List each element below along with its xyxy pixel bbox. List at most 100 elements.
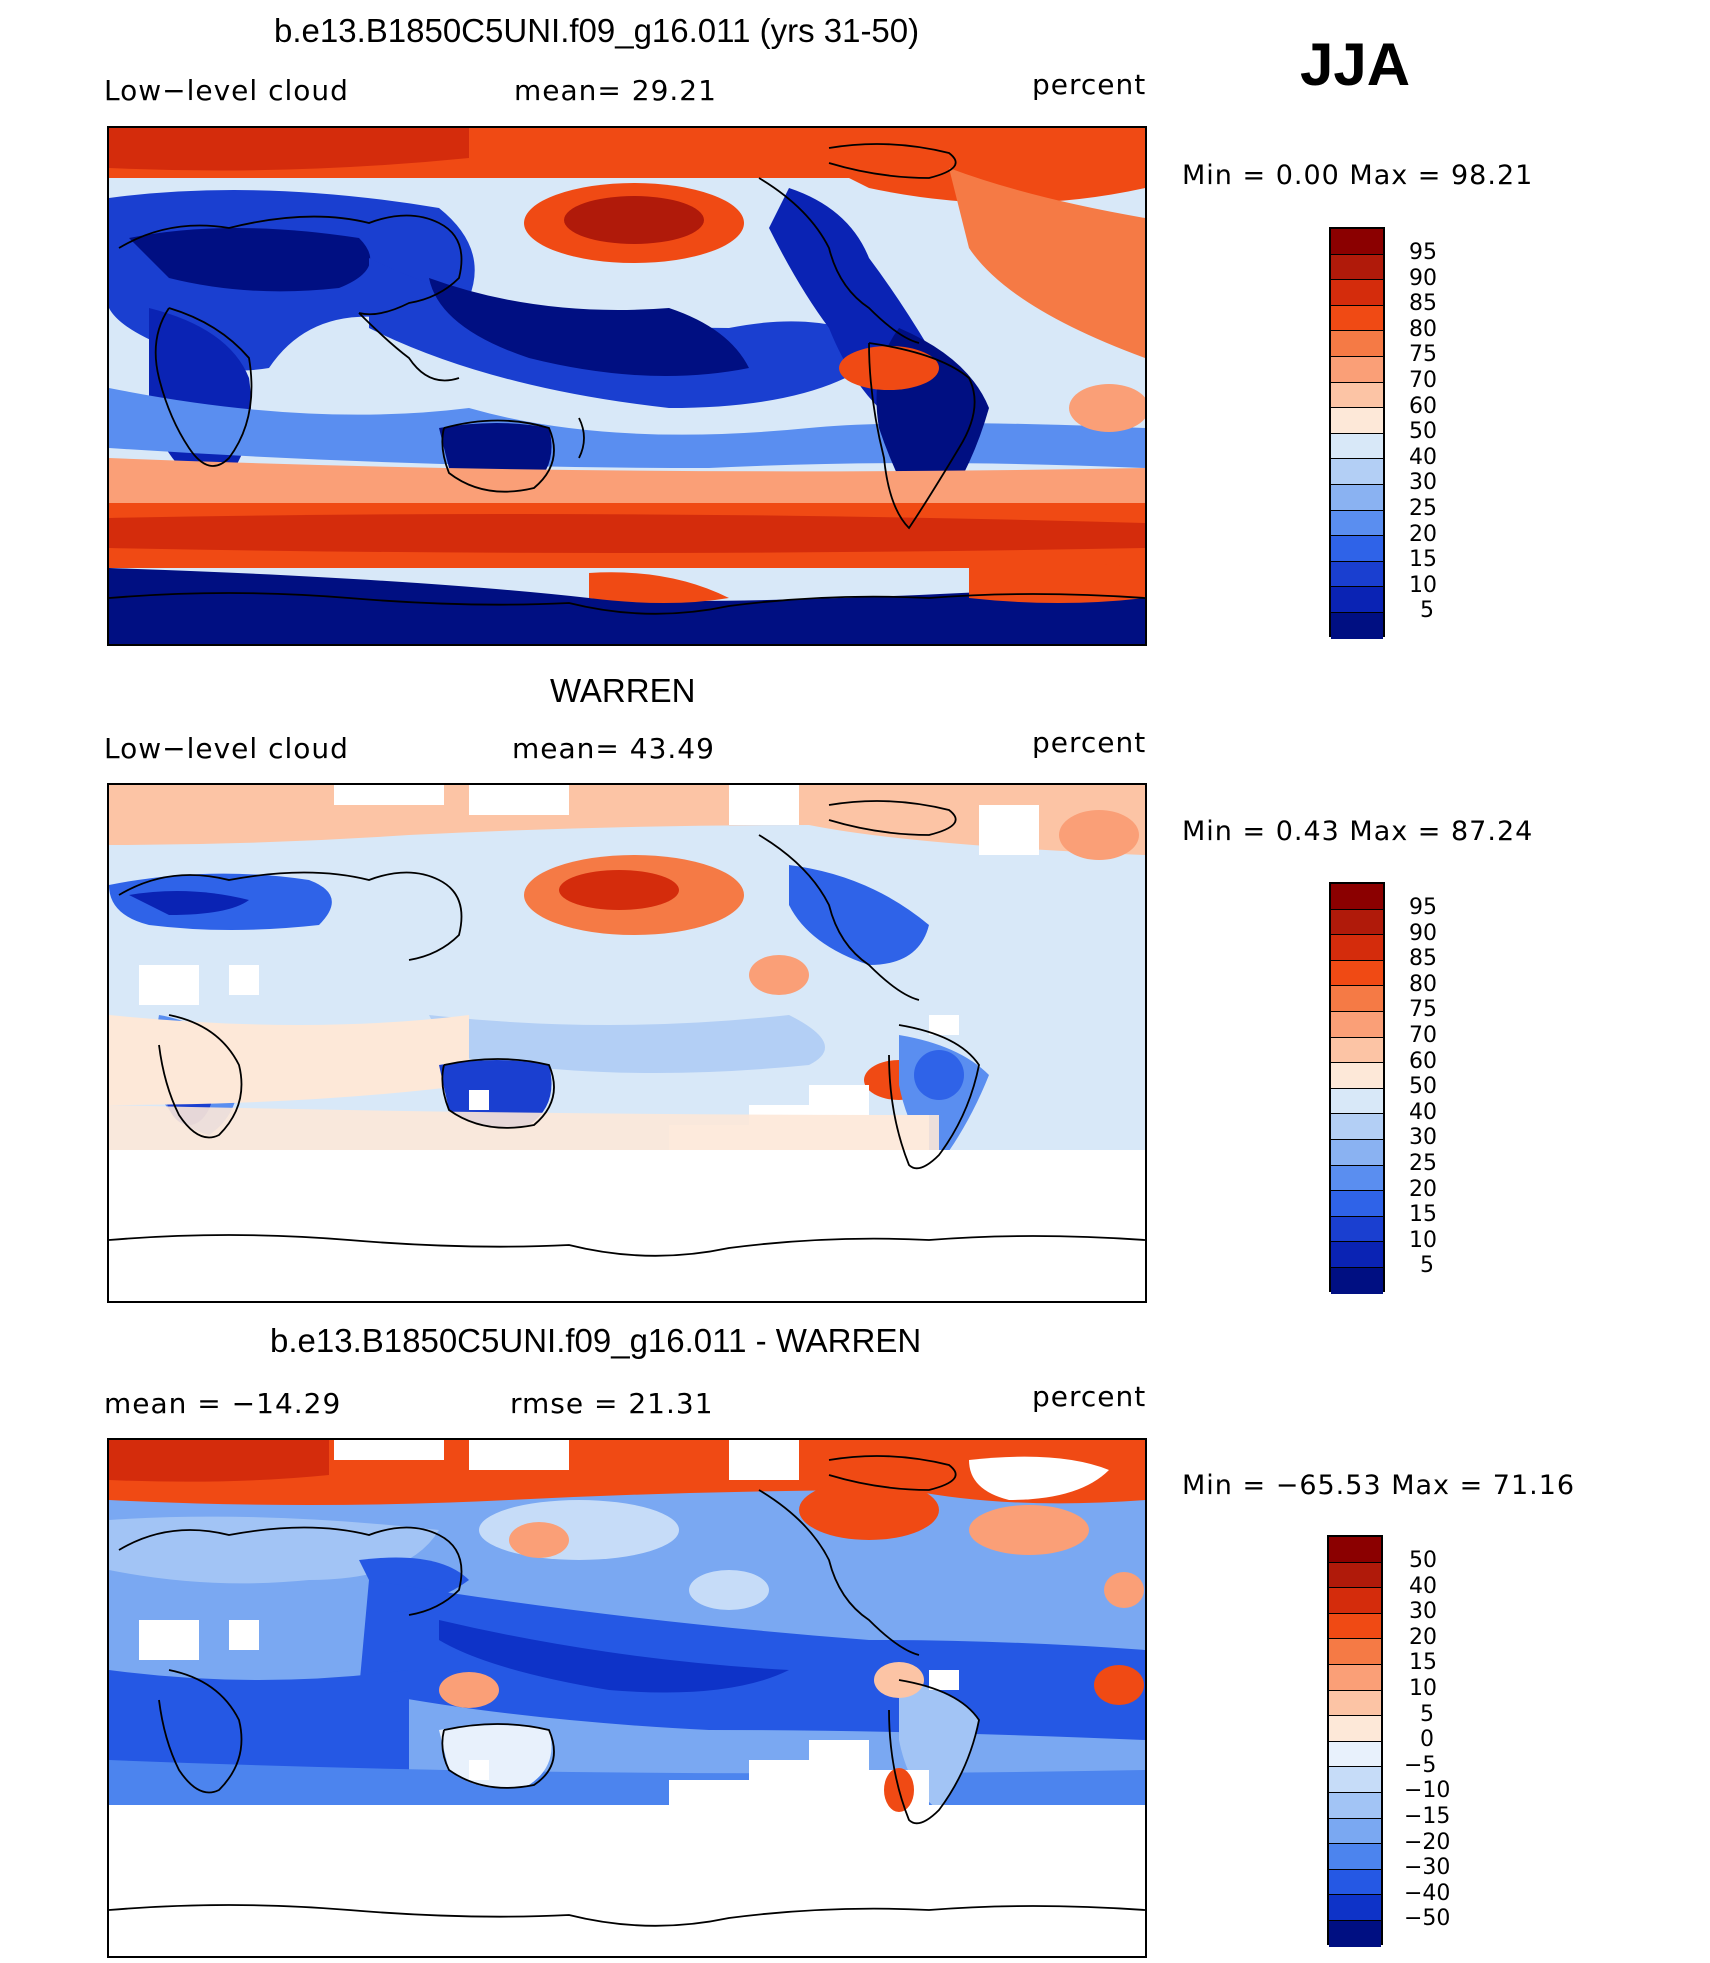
panel1-mean-label: mean= 29.21 xyxy=(514,74,717,107)
colorbar-tick-label: 25 xyxy=(1409,1151,1437,1176)
colorbar-segment xyxy=(1331,1216,1383,1243)
panel3-title: b.e13.B1850C5UNI.f09_g16.011 - WARREN xyxy=(270,1322,922,1359)
colorbar-segment xyxy=(1331,1037,1383,1064)
colorbar-segment xyxy=(1331,561,1383,588)
colorbar-segment xyxy=(1329,1792,1381,1819)
colorbar-tick-label: −15 xyxy=(1404,1804,1451,1829)
colorbar-tick-label: 10 xyxy=(1409,1676,1437,1701)
colorbar-tick-label: 75 xyxy=(1409,997,1437,1022)
colorbar-segment xyxy=(1329,1639,1381,1665)
panel3-mean-label: mean = −14.29 xyxy=(104,1387,342,1420)
colorbar-tick-label: 5 xyxy=(1420,598,1434,623)
colorbar-tick-label: 90 xyxy=(1409,266,1437,291)
colorbar-tick-label: 10 xyxy=(1409,1228,1437,1253)
colorbar-segment xyxy=(1331,1267,1383,1294)
colorbar-tick-label: 60 xyxy=(1409,394,1437,419)
colorbar-segment xyxy=(1329,1690,1381,1717)
panel3-map-field xyxy=(109,1440,1145,1956)
panel3-units-label: percent xyxy=(1032,1380,1147,1413)
panel1-units-label: percent xyxy=(1032,68,1147,101)
panel2-map xyxy=(107,783,1147,1303)
panel2-variable-label: Low−level cloud xyxy=(104,732,349,765)
colorbar-segment xyxy=(1329,1613,1381,1640)
colorbar-segment xyxy=(1331,382,1383,409)
colorbar-segment xyxy=(1331,433,1383,460)
colorbar-tick-label: 85 xyxy=(1409,946,1437,971)
panel2-map-field xyxy=(109,785,1145,1301)
colorbar-tick-label: 30 xyxy=(1409,1599,1437,1624)
panel2-mean-label: mean= 43.49 xyxy=(512,732,715,765)
colorbar-segment xyxy=(1331,1063,1383,1089)
season-label: JJA xyxy=(1300,31,1411,98)
colorbar-segment xyxy=(1331,1088,1383,1115)
colorbar-segment xyxy=(1331,331,1383,357)
panel2-units-label: percent xyxy=(1032,726,1147,759)
colorbar-tick-label: 25 xyxy=(1409,496,1437,521)
colorbar-segment xyxy=(1331,408,1383,434)
colorbar-tick-label: 5 xyxy=(1420,1253,1434,1278)
panel1-map xyxy=(107,126,1147,646)
colorbar-segment xyxy=(1329,1767,1381,1793)
panel2-title: WARREN xyxy=(550,672,696,709)
colorbar-segment xyxy=(1331,229,1383,255)
panel1-minmax: Min = 0.00 Max = 98.21 xyxy=(1182,160,1534,191)
colorbar-tick-label: 15 xyxy=(1409,1650,1437,1675)
colorbar-segment xyxy=(1329,1741,1381,1768)
colorbar-segment xyxy=(1329,1537,1381,1563)
colorbar-tick-label: −10 xyxy=(1404,1778,1451,1803)
panel1-variable-label: Low−level cloud xyxy=(104,74,349,107)
colorbar-tick-label: −50 xyxy=(1404,1906,1451,1931)
colorbar-segment xyxy=(1331,536,1383,562)
colorbar-segment xyxy=(1331,1139,1383,1166)
colorbar-tick-label: 50 xyxy=(1409,1548,1437,1573)
colorbar-tick-label: 40 xyxy=(1409,1574,1437,1599)
colorbar-tick-label: 30 xyxy=(1409,470,1437,495)
colorbar-segment xyxy=(1331,587,1383,613)
colorbar-segment xyxy=(1331,909,1383,936)
colorbar-segment xyxy=(1329,1869,1381,1896)
colorbar-tick-label: −5 xyxy=(1404,1753,1437,1778)
colorbar-tick-label: 70 xyxy=(1409,368,1437,393)
colorbar-tick-label: 30 xyxy=(1409,1125,1437,1150)
colorbar-segment xyxy=(1331,612,1383,639)
panel1-colorbar xyxy=(1329,227,1385,639)
colorbar-segment xyxy=(1329,1895,1381,1921)
colorbar-segment xyxy=(1331,1191,1383,1217)
colorbar-segment xyxy=(1331,1114,1383,1140)
colorbar-segment xyxy=(1331,280,1383,306)
colorbar-tick-label: 60 xyxy=(1409,1049,1437,1074)
colorbar-tick-label: 10 xyxy=(1409,573,1437,598)
colorbar-tick-label: 85 xyxy=(1409,291,1437,316)
colorbar-segment xyxy=(1331,1011,1383,1038)
colorbar-tick-label: 80 xyxy=(1409,972,1437,997)
colorbar-segment xyxy=(1331,1165,1383,1192)
panel3-colorbar xyxy=(1327,1535,1383,1947)
panel2-minmax: Min = 0.43 Max = 87.24 xyxy=(1182,816,1534,847)
colorbar-tick-label: −40 xyxy=(1404,1881,1451,1906)
colorbar-segment xyxy=(1331,254,1383,281)
colorbar-tick-label: 20 xyxy=(1409,1625,1437,1650)
panel1-map-field xyxy=(109,128,1145,644)
colorbar-tick-label: 40 xyxy=(1409,1100,1437,1125)
colorbar-tick-label: 20 xyxy=(1409,1177,1437,1202)
panel1-title: b.e13.B1850C5UNI.f09_g16.011 (yrs 31-50) xyxy=(274,12,920,49)
colorbar-tick-label: 75 xyxy=(1409,342,1437,367)
panel3-map xyxy=(107,1438,1147,1958)
colorbar-tick-label: 5 xyxy=(1420,1702,1434,1727)
colorbar-tick-label: 70 xyxy=(1409,1023,1437,1048)
colorbar-segment xyxy=(1329,1844,1381,1870)
colorbar-segment xyxy=(1331,960,1383,987)
colorbar-tick-label: 20 xyxy=(1409,522,1437,547)
colorbar-tick-label: −30 xyxy=(1404,1855,1451,1880)
colorbar-tick-label: 95 xyxy=(1409,240,1437,265)
colorbar-segment xyxy=(1331,356,1383,383)
colorbar-segment xyxy=(1331,484,1383,511)
colorbar-segment xyxy=(1329,1716,1381,1742)
colorbar-segment xyxy=(1331,459,1383,485)
colorbar-segment xyxy=(1329,1664,1381,1691)
colorbar-segment xyxy=(1331,986,1383,1012)
panel3-minmax: Min = −65.53 Max = 71.16 xyxy=(1182,1470,1576,1501)
colorbar-segment xyxy=(1331,305,1383,332)
colorbar-segment xyxy=(1331,935,1383,961)
colorbar-segment xyxy=(1329,1562,1381,1589)
